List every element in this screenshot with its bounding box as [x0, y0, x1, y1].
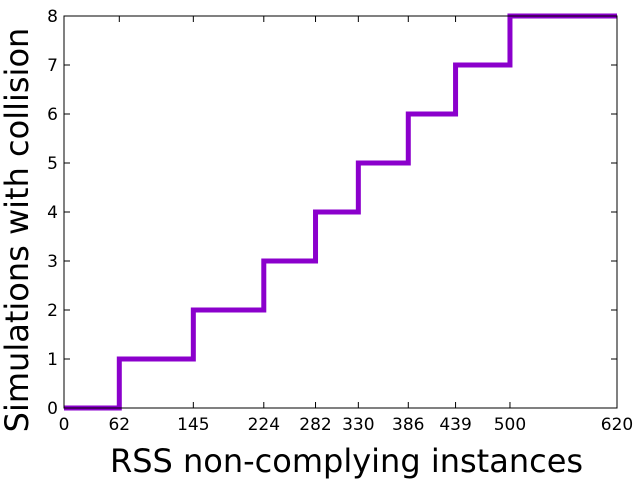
x-axis-title: RSS non-complying instances	[110, 442, 583, 480]
x-tick-label-5: 330	[342, 415, 374, 435]
series-layer	[64, 13, 617, 411]
x-tick-label-3: 224	[248, 415, 280, 435]
x-tick-label-1: 62	[108, 415, 130, 435]
x-tick-label-6: 386	[392, 415, 424, 435]
x-tick-label-8: 500	[494, 415, 526, 435]
y-tick-label-8: 8	[47, 7, 58, 27]
y-tick-label-2: 2	[47, 301, 58, 321]
x-tick-label-7: 439	[439, 415, 471, 435]
y-tick-label-7: 7	[47, 56, 58, 76]
series-line-0	[64, 13, 617, 411]
y-tick-label-3: 3	[47, 252, 58, 272]
y-axis-title: Simulations with collision	[0, 28, 36, 433]
y-tick-label-1: 1	[47, 350, 58, 370]
tick-labels: 0 62 145 224 282 330 386 439 500 620 0 1 2 3 4 5 6 7 8	[47, 7, 633, 435]
plot-frame	[63, 15, 618, 409]
y-tick-label-5: 5	[47, 154, 58, 174]
x-tick-label-0: 0	[59, 415, 70, 435]
y-tick-label-0: 0	[47, 399, 58, 419]
x-tick-label-9: 620	[601, 415, 633, 435]
x-tick-label-2: 145	[177, 415, 209, 435]
y-tick-label-4: 4	[47, 203, 58, 223]
y-tick-label-6: 6	[47, 105, 58, 125]
x-tick-label-4: 282	[299, 415, 331, 435]
